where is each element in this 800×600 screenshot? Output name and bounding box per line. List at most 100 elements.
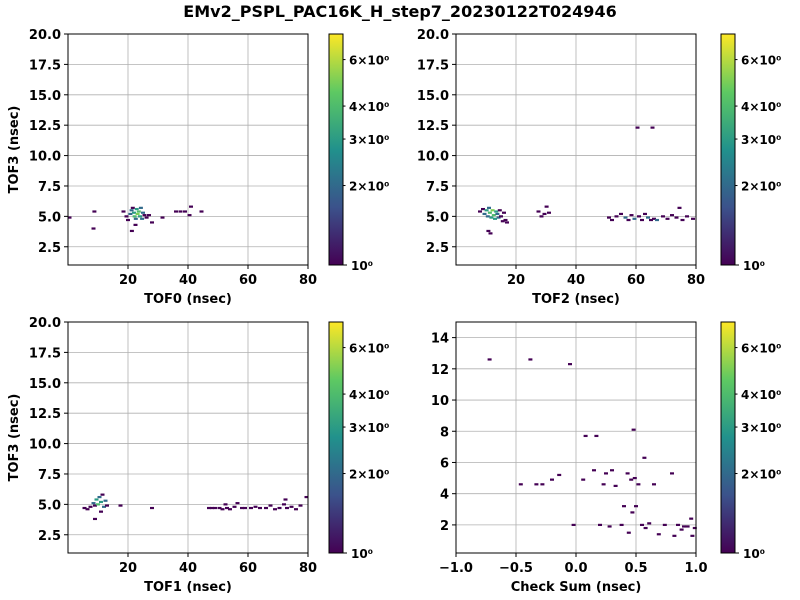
y-tick-label: 5.0 bbox=[38, 210, 61, 225]
data-cell bbox=[134, 207, 139, 211]
data-cell bbox=[629, 478, 634, 481]
data-cell bbox=[583, 434, 588, 438]
data-cell bbox=[481, 207, 485, 211]
data-cell bbox=[502, 211, 506, 214]
data-cell bbox=[487, 358, 492, 361]
data-cell bbox=[613, 484, 618, 487]
data-cell bbox=[676, 523, 680, 527]
data-cell bbox=[642, 456, 647, 459]
data-cell bbox=[614, 215, 619, 218]
grid-lines bbox=[68, 33, 309, 265]
y-tick-label: 7.5 bbox=[426, 180, 449, 195]
data-cell bbox=[282, 503, 286, 506]
x-tick-label: 20 bbox=[119, 273, 137, 288]
data-cell bbox=[129, 209, 134, 212]
data-cell bbox=[486, 229, 491, 233]
data-cell bbox=[632, 217, 637, 220]
data-cell bbox=[264, 506, 268, 510]
colorbar-tick-label: 2×10⁰ bbox=[349, 468, 389, 482]
data-cell bbox=[623, 216, 628, 219]
x-tick-label: 80 bbox=[299, 561, 317, 576]
colorbar-gradient bbox=[329, 322, 343, 553]
data-cell bbox=[67, 216, 72, 219]
data-cell bbox=[495, 212, 500, 216]
x-tick-label: 80 bbox=[299, 273, 317, 288]
x-tick-label: 20 bbox=[507, 273, 525, 288]
data-cell bbox=[662, 523, 667, 527]
y-tick-label: 7.5 bbox=[38, 180, 61, 195]
data-cell bbox=[568, 363, 572, 366]
data-cell bbox=[594, 434, 599, 438]
colorbar-tick-label: 4×10⁰ bbox=[349, 100, 389, 114]
data-cell bbox=[228, 508, 232, 511]
colorbar-frame bbox=[328, 33, 344, 266]
data-cell bbox=[635, 126, 640, 129]
colorbar-frame bbox=[720, 321, 736, 554]
data-cell bbox=[249, 506, 253, 510]
data-cell bbox=[505, 221, 509, 224]
y-axis-label: TOF3 (nsec) bbox=[7, 106, 22, 194]
data-cell bbox=[497, 209, 502, 212]
data-cell bbox=[542, 212, 547, 216]
colorbar-tick-label: 3×10⁰ bbox=[349, 133, 389, 147]
data-cell bbox=[124, 215, 129, 218]
data-cell bbox=[652, 217, 656, 220]
data-cell bbox=[85, 508, 90, 511]
colorbar-gradient bbox=[721, 34, 735, 265]
colorbar-tick-label: 3×10⁰ bbox=[349, 421, 389, 435]
data-cell bbox=[183, 210, 187, 213]
data-cell bbox=[539, 215, 544, 218]
data-cell bbox=[631, 428, 636, 431]
data-cell bbox=[557, 473, 562, 477]
data-cell bbox=[488, 232, 493, 235]
data-cell bbox=[670, 214, 674, 217]
data-cell bbox=[103, 499, 108, 502]
data-cell bbox=[138, 206, 143, 209]
data-cell bbox=[135, 212, 140, 216]
subplot-2: 20 40 60 80 2.5 5.0 7.5 10.0 12.5 15.0 17.5 20.0 TOF… bbox=[417, 28, 781, 307]
y-tick-label: 2 bbox=[440, 519, 449, 534]
x-tick-label: 1.0 bbox=[684, 561, 707, 576]
colorbar-tick-label: 4×10⁰ bbox=[741, 388, 781, 402]
data-cell bbox=[499, 215, 503, 218]
data-cell bbox=[491, 214, 496, 217]
x-tick-label: 60 bbox=[239, 561, 257, 576]
x-tick-label: 40 bbox=[179, 273, 197, 288]
colorbar-tick-label: 6×10⁰ bbox=[741, 342, 781, 356]
data-cell bbox=[534, 483, 539, 486]
data-cell bbox=[217, 506, 222, 510]
data-cell bbox=[235, 502, 240, 505]
colorbar-tick-label: 2×10⁰ bbox=[741, 180, 781, 194]
data-cell bbox=[93, 504, 97, 507]
colorbar-tick-label: 6×10⁰ bbox=[349, 54, 389, 68]
data-cell bbox=[665, 217, 670, 220]
data-cell bbox=[496, 216, 501, 219]
y-tick-label: 5.0 bbox=[426, 210, 449, 225]
data-cells bbox=[67, 205, 204, 233]
data-cell bbox=[160, 216, 165, 219]
x-tick-label: 0.0 bbox=[564, 561, 587, 576]
data-cell bbox=[604, 472, 608, 475]
colorbar-frame bbox=[328, 321, 344, 554]
data-cell bbox=[199, 210, 204, 213]
data-cell bbox=[691, 217, 695, 220]
data-cell bbox=[232, 505, 237, 508]
y-tick-label: 12.5 bbox=[29, 407, 61, 422]
x-axis-label: TOF2 (nsec) bbox=[532, 292, 620, 307]
data-cell bbox=[487, 211, 492, 214]
data-cell bbox=[547, 211, 551, 214]
data-cell bbox=[571, 523, 576, 527]
colorbar-tick-label: 2×10⁰ bbox=[741, 468, 781, 482]
y-tick-label: 12 bbox=[431, 363, 449, 378]
data-cell bbox=[220, 508, 225, 511]
data-cell bbox=[679, 528, 684, 531]
x-tick-label: 20 bbox=[119, 561, 137, 576]
y-axis-label: TOF3 (nsec) bbox=[7, 394, 22, 482]
data-cell bbox=[482, 212, 487, 216]
data-cell bbox=[126, 218, 130, 222]
data-cell bbox=[622, 505, 626, 508]
data-cell bbox=[489, 216, 494, 219]
data-cell bbox=[133, 223, 138, 226]
subplot-1: 20 40 60 80 2.5 5.0 7.5 10.0 12.5 15.0 17.5 20.0 TOF… bbox=[7, 28, 389, 307]
